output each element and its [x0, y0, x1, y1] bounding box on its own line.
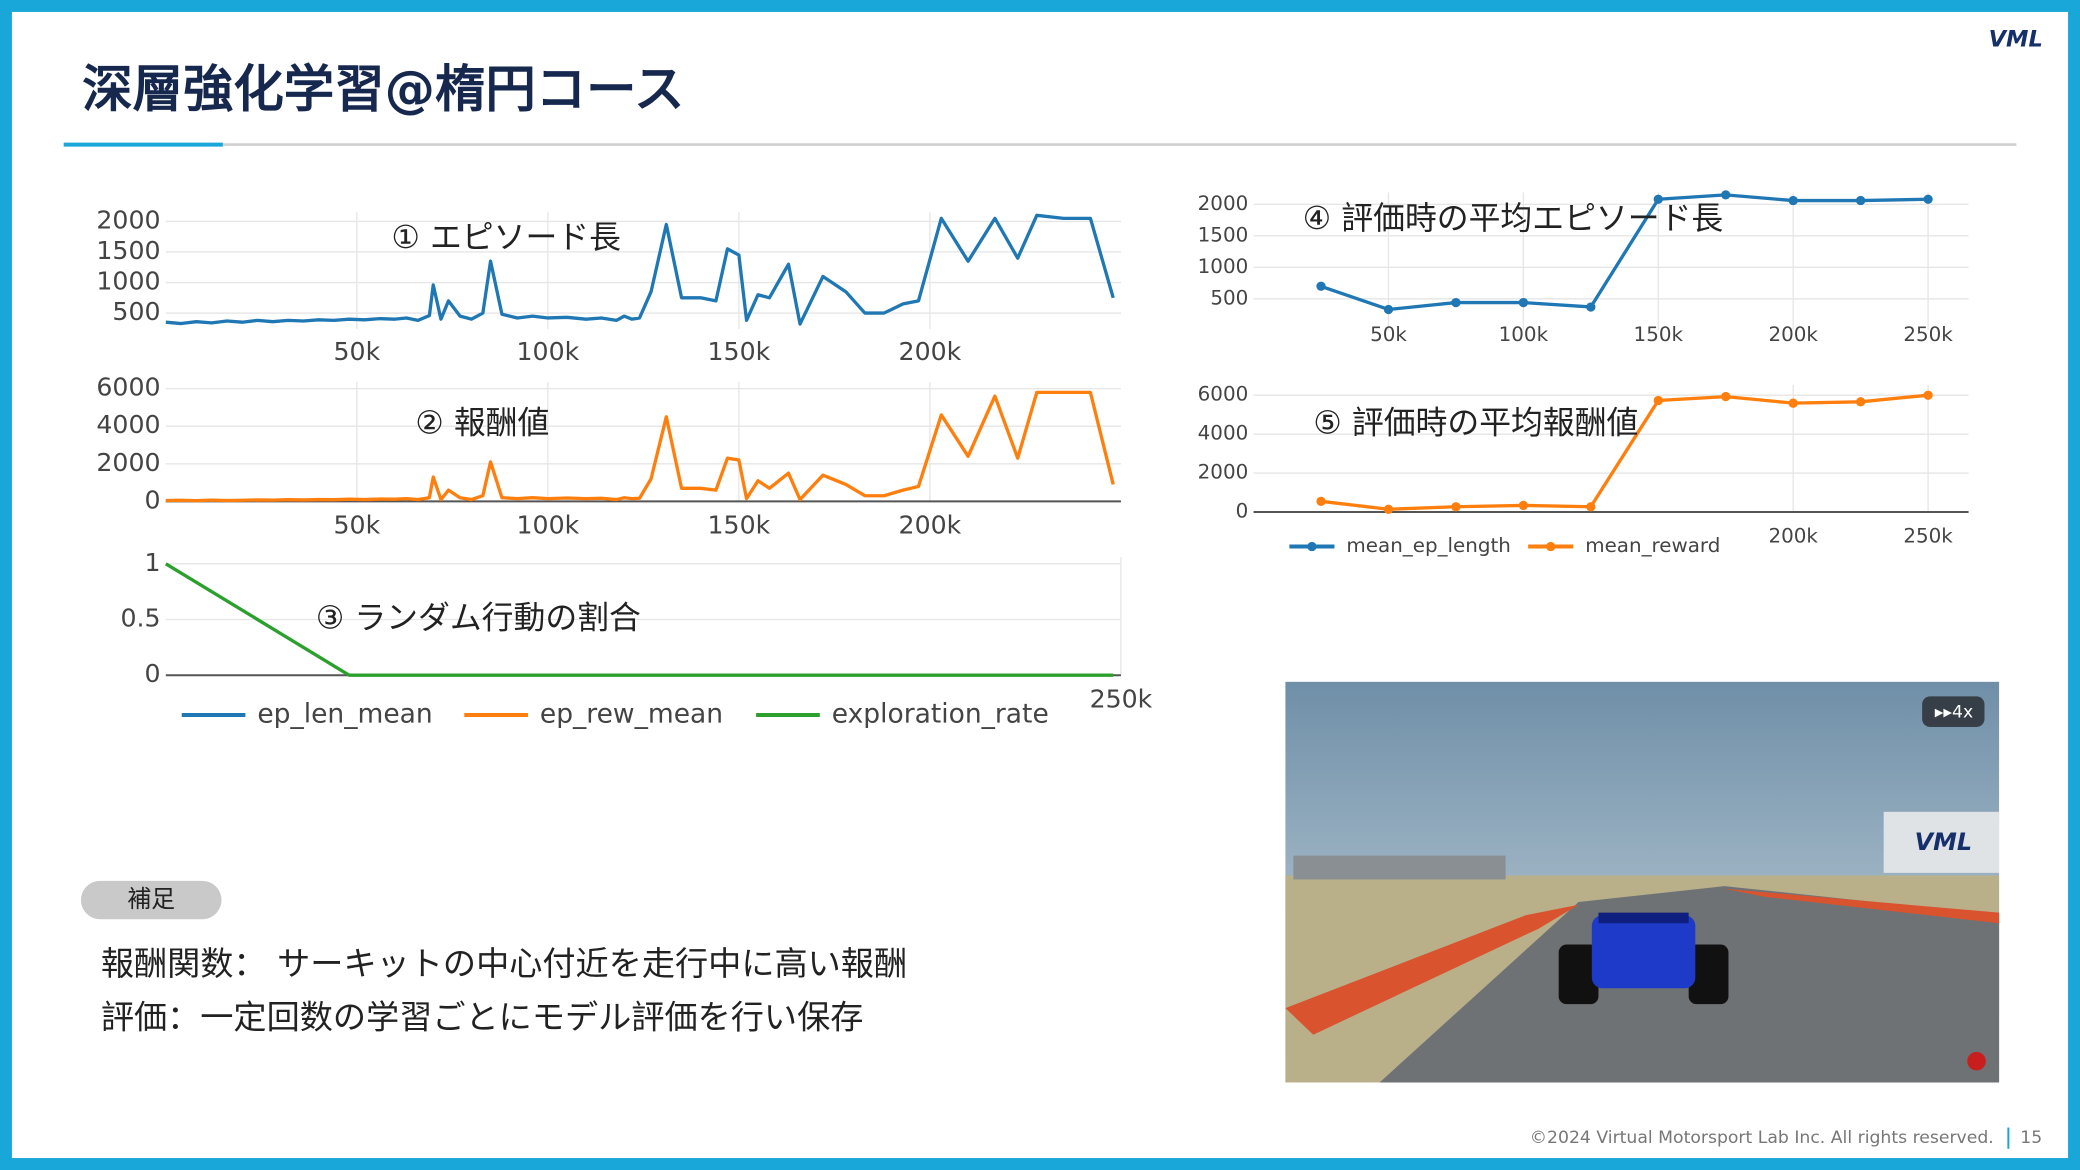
- x-tick-label: 250k: [1903, 525, 1953, 548]
- series-marker: [1653, 194, 1663, 204]
- series-marker: [1923, 194, 1933, 204]
- series-line: [164, 562, 1114, 677]
- x-tick-label: 50k: [334, 511, 381, 540]
- chart-annotation: ① エピソード長: [391, 218, 621, 256]
- legend-label: mean_reward: [1585, 534, 1720, 557]
- legend-label: exploration_rate: [832, 699, 1049, 730]
- series-marker: [1856, 397, 1866, 407]
- chart-annotation: ⑤ 評価時の平均報酬値: [1313, 403, 1638, 441]
- series-marker: [1653, 395, 1663, 406]
- x-tick-label: 150k: [1634, 323, 1684, 346]
- slide-title: 深層強化学習@楕円コース: [82, 59, 684, 118]
- video-wing: [1598, 912, 1689, 924]
- x-tick-label: 150k: [708, 511, 771, 540]
- series-marker: [1383, 304, 1394, 315]
- y-tick-label: 2000: [96, 205, 160, 234]
- series-marker: [1923, 390, 1933, 400]
- series-marker: [1788, 398, 1798, 408]
- video-kerb: [1724, 888, 2000, 924]
- series-marker: [1788, 195, 1798, 206]
- y-tick-label: 2000: [96, 448, 160, 477]
- chart-annotation: ② 報酬値: [415, 403, 549, 441]
- legend-label: ep_rew_mean: [540, 699, 723, 730]
- series-marker: [1451, 297, 1461, 308]
- y-tick-label: 1500: [1198, 223, 1249, 246]
- y-tick-label: 500: [1210, 286, 1248, 309]
- y-tick-label: 0: [144, 659, 160, 688]
- x-tick-label: 150k: [708, 337, 771, 366]
- tag: [80, 880, 222, 920]
- series-line: [1320, 393, 1929, 511]
- video: VML ▸▸4x: [1285, 681, 2000, 1083]
- series-marker: [1721, 391, 1731, 402]
- chart-annotation: ③ ランダム行動の割合: [316, 598, 641, 636]
- note: 報酬関数： サーキットの中心付近を走行中に高い報酬: [101, 944, 907, 983]
- x-tick-label: 200k: [899, 511, 962, 540]
- legend-dot: [1546, 541, 1556, 552]
- series-marker: [1856, 195, 1866, 206]
- note: 評価：一定回数の学習ごとにモデル評価を行い保存: [101, 997, 864, 1036]
- y-tick-label: 4000: [1198, 422, 1249, 445]
- y-tick-label: 2000: [1198, 192, 1249, 215]
- record-indicator: [1967, 1051, 1986, 1071]
- series-marker: [1721, 190, 1731, 200]
- series-marker: [1316, 281, 1326, 291]
- y-tick-label: 0: [144, 485, 160, 514]
- y-tick-label: 1000: [96, 267, 160, 296]
- video-car: [1591, 915, 1696, 989]
- y-tick-label: 1: [144, 548, 160, 577]
- chart-annotation: ④ 評価時の平均エピソード長: [1303, 199, 1724, 237]
- video-badge: [1922, 696, 1985, 727]
- y-tick-label: 0.5: [120, 604, 160, 633]
- x-tick-label: 200k: [1768, 525, 1818, 548]
- x-tick-label: 50k: [1370, 323, 1407, 346]
- y-tick-label: 0: [1236, 500, 1249, 523]
- footer: ©2024 Virtual Motorsport Lab Inc. All ri…: [1530, 1128, 1994, 1148]
- video-kerb: [1285, 904, 1579, 1035]
- video-billboard: [1883, 811, 2000, 873]
- x-tick-label: 250k: [1090, 684, 1153, 713]
- series-marker: [1518, 500, 1529, 511]
- video-wheel: [1558, 944, 1599, 1005]
- video-stand: [1293, 855, 1506, 880]
- series-marker: [1586, 302, 1596, 312]
- series-marker: [1451, 502, 1461, 512]
- series-marker: [1518, 297, 1529, 308]
- y-tick-label: 500: [112, 297, 160, 326]
- series-marker: [1383, 504, 1394, 514]
- tag-label: 補足: [127, 885, 175, 913]
- series-line: [165, 390, 1115, 503]
- x-tick-label: 50k: [334, 337, 381, 366]
- series-marker: [1586, 502, 1596, 512]
- y-tick-label: 6000: [1198, 383, 1249, 406]
- x-tick-label: 250k: [1903, 323, 1953, 346]
- y-tick-label: 2000: [1198, 461, 1249, 484]
- video-badge-label: ▸▸4x: [1935, 702, 1973, 722]
- legend-label: ep_len_mean: [257, 699, 432, 730]
- x-tick-label: 200k: [899, 337, 962, 366]
- legend-label: mean_ep_length: [1346, 534, 1510, 557]
- x-tick-label: 100k: [517, 511, 580, 540]
- x-tick-label: 100k: [517, 337, 580, 366]
- series-line: [165, 213, 1115, 326]
- x-tick-label: 100k: [1499, 323, 1549, 346]
- legend-dot: [1307, 541, 1317, 552]
- video-logo: VML: [1915, 828, 1972, 856]
- y-tick-label: 1000: [1198, 255, 1249, 278]
- y-tick-label: 1500: [96, 236, 160, 265]
- y-tick-label: 6000: [96, 373, 160, 402]
- video-wheel: [1688, 944, 1729, 1005]
- page-number: 15: [2020, 1128, 2042, 1148]
- x-tick-label: 200k: [1768, 323, 1818, 346]
- series-line: [1320, 193, 1929, 312]
- series-marker: [1316, 496, 1326, 506]
- y-tick-label: 4000: [96, 410, 160, 439]
- logo: VML: [1989, 26, 2043, 52]
